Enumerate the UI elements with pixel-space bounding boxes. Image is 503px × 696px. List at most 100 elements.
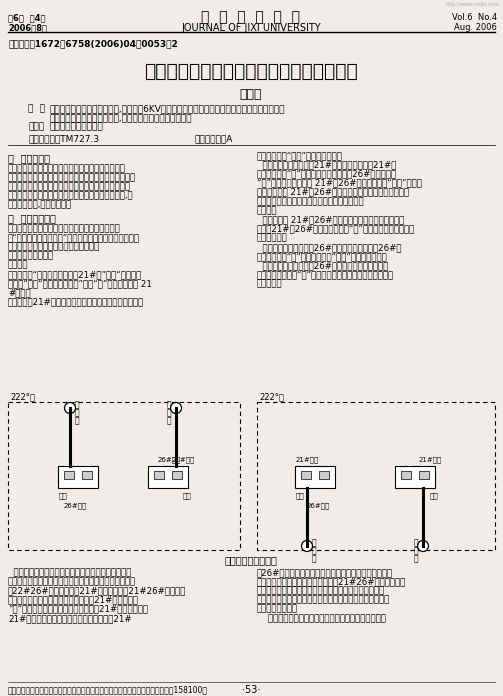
Text: 文献标识码：A: 文献标识码：A xyxy=(195,134,233,143)
Bar xyxy=(295,466,335,488)
Text: 插销: 插销 xyxy=(296,492,305,498)
Bar xyxy=(64,471,74,479)
Text: 刀: 刀 xyxy=(414,546,418,555)
Text: 26#槽孔: 26#槽孔 xyxy=(158,456,181,463)
Text: Vol.6  No.4: Vol.6 No.4 xyxy=(452,13,497,22)
Text: “分”的位置，微微回转 21#、26#饰匙，再拉动“插销”，拉下: “分”的位置，微微回转 21#、26#饰匙，再拉动“插销”，拉下 xyxy=(257,179,422,188)
Text: http://www.cnqtz.com: http://www.cnqtz.com xyxy=(445,2,499,7)
Bar xyxy=(319,471,329,479)
Text: ：防误操作；机械互锁: ：防误操作；机械互锁 xyxy=(50,122,104,131)
Text: 高压隔离开关示意图: 高压隔离开关示意图 xyxy=(224,555,278,565)
Text: 闸: 闸 xyxy=(167,416,172,425)
Text: 作者简介：张加强，助理工程师，鸡西矿业集团荣华矿机电科，鸡西。邮政编码：158100。: 作者简介：张加强，助理工程师，鸡西矿业集团荣华矿机电科，鸡西。邮政编码：1581… xyxy=(8,685,208,694)
Text: 的“高压侧电源操作程序”，从而了解一下这种机械程序锁: 的“高压侧电源操作程序”，从而了解一下这种机械程序锁 xyxy=(8,233,140,242)
Text: 刀: 刀 xyxy=(167,408,172,417)
Text: 线刀闸，取下 21#、26#饰匙。（一面高压开关柜分闸部分: 线刀闸，取下 21#、26#饰匙。（一面高压开关柜分闸部分 xyxy=(257,188,409,197)
Text: 双电源进线并用事故的发生，在操作隔离开关上设置机械: 双电源进线并用事故的发生，在操作隔离开关上设置机械 xyxy=(8,173,136,182)
Text: 合闸部分: 合闸部分 xyxy=(257,206,278,215)
Text: 21#槽孔: 21#槽孔 xyxy=(419,456,442,463)
Text: 刀: 刀 xyxy=(75,408,79,417)
Text: 和26#饰匙相互配合才能拉开插销断开线刀闸，合闸部分: 和26#饰匙相互配合才能拉开插销断开线刀闸，合闸部分 xyxy=(257,568,393,577)
Text: 第二步：屆21#饰匙放入母刀闸饰匙孔，转至分的位置，: 第二步：屆21#饰匙放入母刀闸饰匙孔，转至分的位置， xyxy=(8,298,144,307)
Text: 插销: 插销 xyxy=(59,492,68,498)
Bar xyxy=(172,471,182,479)
Text: 孤22#26#，母刀闸上有21#销孔，分别用21#26#饰匙去开: 孤22#26#，母刀闸上有21#销孔，分别用21#26#饰匙去开 xyxy=(8,587,187,595)
Text: 孔，并扭转至“合”的位置，拉出“插销”并合上母刀闸。: 孔，并扭转至“合”的位置，拉出“插销”并合上母刀闸。 xyxy=(257,252,388,261)
Text: 222°盘: 222°盘 xyxy=(10,392,35,401)
Text: 离开关的线刀闸和母刀闸各带一把锁，线刀闸上有两个锁: 离开关的线刀闸和母刀闸各带一把锁，线刀闸上有两个锁 xyxy=(8,577,136,586)
Text: 而导致事故发生。: 而导致事故发生。 xyxy=(257,605,298,614)
Text: 刀闸上21#、26#销孔，并扭转至“合”的位置，拉开插销，推: 刀闸上21#、26#销孔，并扭转至“合”的位置，拉开插销，推 xyxy=(257,225,415,234)
Text: 线: 线 xyxy=(312,538,316,547)
Text: 闸: 闸 xyxy=(414,554,418,563)
Text: 这四把锁。分闸部分要先断开母刀闸，21#饰匙必须在: 这四把锁。分闸部分要先断开母刀闸，21#饰匙必须在 xyxy=(8,596,139,605)
Text: 插销: 插销 xyxy=(183,492,192,498)
Bar xyxy=(419,471,429,479)
Text: 为了确保配电所的安全运行，提高供电可靠性，防止: 为了确保配电所的安全运行，提高供电可靠性，防止 xyxy=(8,164,126,173)
Text: 26#槽孔: 26#槽孔 xyxy=(307,502,330,509)
Text: 26#槽孔: 26#槽孔 xyxy=(64,502,87,509)
Text: 222°盘: 222°盘 xyxy=(259,392,284,401)
Text: 互锁，是防止误操作带事发生的有效而可行的手段。现: 互锁，是防止误操作带事发生的有效而可行的手段。现 xyxy=(8,182,131,191)
Text: 母: 母 xyxy=(167,400,172,409)
Text: 完成，下面再合另一面高压开关柜的隔离开关）: 完成，下面再合另一面高压开关柜的隔离开关） xyxy=(257,197,365,206)
Text: 操作程序复杂,易发生事故。: 操作程序复杂,易发生事故。 xyxy=(8,201,72,209)
Text: 张加强: 张加强 xyxy=(240,88,262,101)
Text: 第六步：取下母刀闸上26#饰匙，放人分合闸转换开: 第六步：取下母刀闸上26#饰匙，放人分合闸转换开 xyxy=(257,262,388,271)
Text: 母: 母 xyxy=(414,538,418,547)
Text: 高压侧电源操作程序: 高压侧电源操作程序 xyxy=(8,251,54,260)
Text: 闸: 闸 xyxy=(75,416,79,425)
Text: 微微回转拉动“插销”，拉下母刀闸。: 微微回转拉动“插销”，拉下母刀闸。 xyxy=(257,151,343,160)
Text: 第6卷  第4期: 第6卷 第4期 xyxy=(8,13,45,22)
Text: #饰匙。: #饰匙。 xyxy=(8,288,31,297)
Text: 垂直位置。: 垂直位置。 xyxy=(257,280,283,289)
Text: ·53·: ·53· xyxy=(242,685,260,695)
Text: JOURNAL OF JIXI UNIVERSITY: JOURNAL OF JIXI UNIVERSITY xyxy=(181,23,321,33)
Bar xyxy=(401,471,411,479)
Circle shape xyxy=(301,541,312,551)
Circle shape xyxy=(171,402,182,413)
Text: 一  问题的提出: 一 问题的提出 xyxy=(8,153,50,163)
Text: 刀: 刀 xyxy=(312,546,316,555)
Text: Aug. 2006: Aug. 2006 xyxy=(454,23,497,32)
Text: 21#槽孔: 21#槽孔 xyxy=(296,456,319,463)
Text: 摘  要: 摘 要 xyxy=(28,104,45,113)
Text: 21#饰匙插入线刀闸，，线刀闸的锁必须用21#: 21#饰匙插入线刀闸，，线刀闸的锁必须用21# xyxy=(8,614,132,623)
Text: 合上线刀闸。: 合上线刀闸。 xyxy=(257,234,288,243)
Text: 线: 线 xyxy=(75,400,79,409)
Text: 鸡  西  大  学  学  报: 鸡 西 大 学 学 报 xyxy=(202,10,300,24)
Bar xyxy=(395,466,435,488)
Text: 双电源供电高压进线柜机械互锁的改进方案: 双电源供电高压进线柜机械互锁的改进方案 xyxy=(144,62,358,81)
Text: 换开关”，将“分合闸转换开关”转到“分”的位置，取下 21: 换开关”，将“分合闸转换开关”转到“分”的位置，取下 21 xyxy=(8,279,152,288)
Text: 的开锁和关锁程序，以便找到事故原因。: 的开锁和关锁程序，以便找到事故原因。 xyxy=(8,242,100,251)
Text: 2006年8月: 2006年8月 xyxy=(8,23,47,32)
Text: 先合线刀闸，再合母刀闸，同样需要21#26#饰匙密切配合: 先合线刀闸，再合母刀闸，同样需要21#26#饰匙密切配合 xyxy=(257,577,406,586)
Text: 操作人员要熟记复杂的高压侧电操作程序，以便随时: 操作人员要熟记复杂的高压侧电操作程序，以便随时 xyxy=(257,614,386,623)
Circle shape xyxy=(64,402,75,413)
Circle shape xyxy=(417,541,429,551)
Text: 在高压开关采用的机械互锁是靠机械程序锁严实现的,其: 在高压开关采用的机械互锁是靠机械程序锁严实现的,其 xyxy=(8,191,134,200)
Bar xyxy=(82,471,92,479)
Text: 插销: 插销 xyxy=(430,492,439,498)
Text: 闸: 闸 xyxy=(312,554,316,563)
Text: 如图所示为这种隔离开关的示意图，图中可以看出隔: 如图所示为这种隔离开关的示意图，图中可以看出隔 xyxy=(8,568,131,577)
Text: “分”的位置（否则将无法插入线刀闸的21#销孔），取下: “分”的位置（否则将无法插入线刀闸的21#销孔），取下 xyxy=(8,605,148,614)
Bar xyxy=(301,471,311,479)
Text: 第四步：将 21#、26#饰匙插入另一面高压开关柜的线: 第四步：将 21#、26#饰匙插入另一面高压开关柜的线 xyxy=(257,215,404,224)
Text: 文章编号：1672－6758(2006)04－0053－2: 文章编号：1672－6758(2006)04－0053－2 xyxy=(8,39,178,48)
Text: 配合，只要有一步没卡住，其结的步骤就无法进行下去，从: 配合，只要有一步没卡住，其结的步骤就无法进行下去，从 xyxy=(257,596,390,605)
Bar xyxy=(154,471,164,479)
Text: 第五步：取下线刀闸上26#饰匙，放人母刀闸上26#销: 第五步：取下线刀闸上26#饰匙，放人母刀闸上26#销 xyxy=(257,243,401,252)
Text: 关上，并把转换至“合”位置立即松手，转换开关自动回弹至: 关上，并把转换至“合”位置立即松手，转换开关自动回弹至 xyxy=(257,271,394,280)
Text: 才能拉开插销合闸刀闸，可以看出这种机械程序必须密切: 才能拉开插销合闸刀闸，可以看出这种机械程序必须密切 xyxy=(257,587,385,595)
Text: 我们先来看看改进操作机构前使用这种机械程序锁: 我们先来看看改进操作机构前使用这种机械程序锁 xyxy=(8,224,121,233)
Text: 孔，并把转至“分”的位置，检查线刀闸上26#饰匙是否在: 孔，并把转至“分”的位置，检查线刀闸上26#饰匙是否在 xyxy=(257,169,397,178)
Bar xyxy=(148,466,188,488)
Text: ：从安全管理和技术两个方面,对配电所6KV高压双电源供电的运维操作机械互锁回路的原理、动
能、技术等进行了探讨和改革,对防误问题提出了一些见解。: ：从安全管理和技术两个方面,对配电所6KV高压双电源供电的运维操作机械互锁回路的… xyxy=(50,104,286,123)
Text: 中图分类号：TM727.3: 中图分类号：TM727.3 xyxy=(28,134,99,143)
Text: 第一步：将“分闸指令牌（绿色21#）”插入“分合闸转: 第一步：将“分闸指令牌（绿色21#）”插入“分合闸转 xyxy=(8,270,142,279)
Text: 分闸部分: 分闸部分 xyxy=(8,261,29,270)
Text: 21#槽孔: 21#槽孔 xyxy=(172,456,195,463)
Text: 关键词: 关键词 xyxy=(28,122,44,131)
Text: 第三步：取下母刀闸上21#饰匙插入线刀闸上21#销: 第三步：取下母刀闸上21#饰匙插入线刀闸上21#销 xyxy=(257,160,396,169)
